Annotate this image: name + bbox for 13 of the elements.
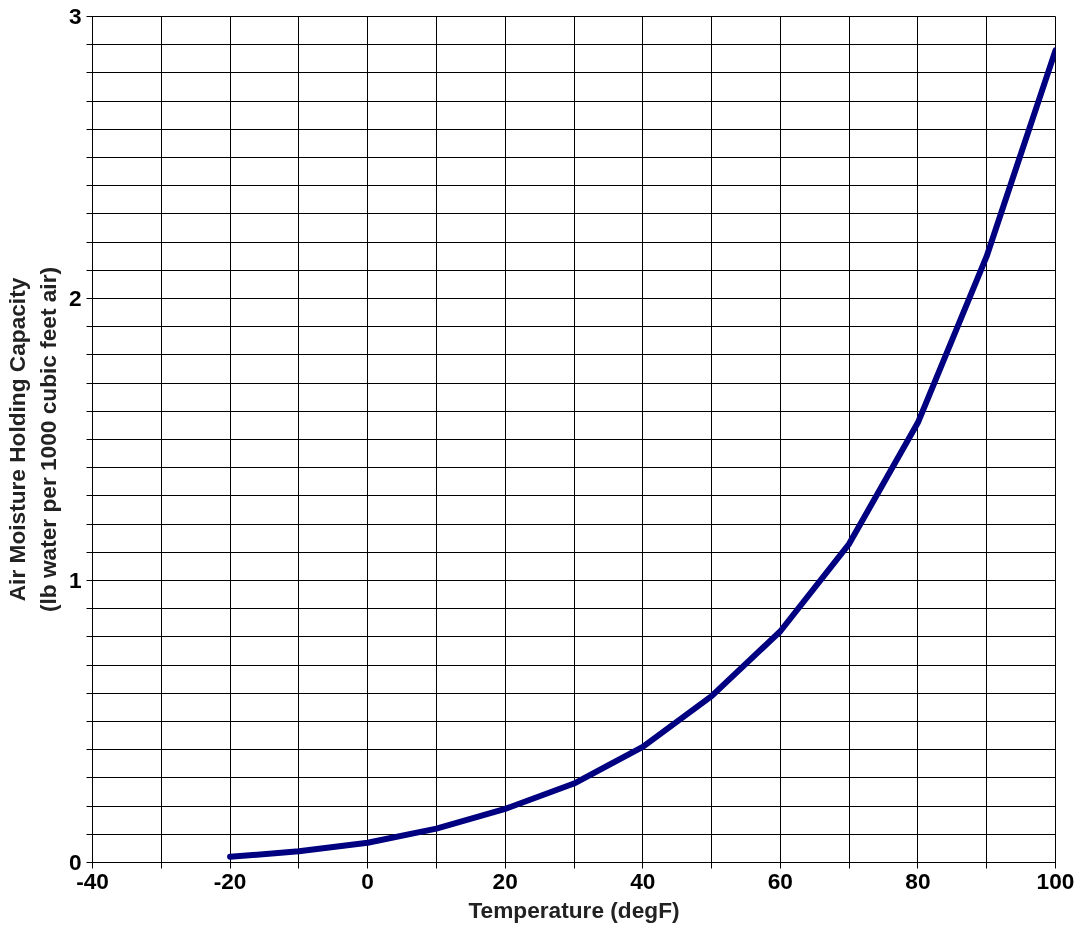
y-tick-label: 0 xyxy=(68,849,82,875)
y-tick-label: 2 xyxy=(68,285,82,311)
x-tick-label: 40 xyxy=(630,867,656,894)
x-tick-label: 20 xyxy=(492,867,518,894)
x-tick-label: 60 xyxy=(767,867,793,894)
x-tick-label: 100 xyxy=(1036,867,1075,894)
x-tick-label: 80 xyxy=(905,867,931,894)
x-axis-title: Temperature (degF) xyxy=(468,896,680,923)
y-axis-title: Air Moisture Holding Capacity (lb water per 1000 cubic feet air) xyxy=(3,266,61,613)
y-tick-label: 1 xyxy=(68,567,82,593)
y-tick-label: 3 xyxy=(68,3,82,29)
x-tick-label: -20 xyxy=(213,867,247,894)
x-tick-label: 0 xyxy=(361,867,374,894)
